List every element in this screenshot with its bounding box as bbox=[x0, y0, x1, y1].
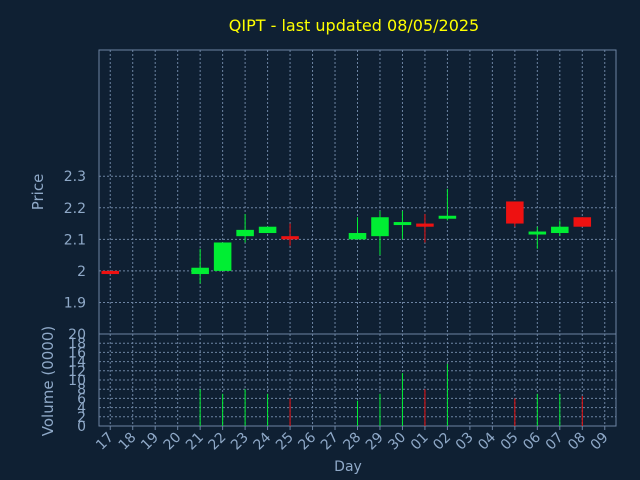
candle-body bbox=[551, 226, 569, 234]
volume-tick-label: 6 bbox=[77, 391, 86, 407]
volume-tick-label: 14 bbox=[68, 355, 86, 371]
volume-tick-label: 4 bbox=[77, 401, 86, 417]
x-tick-label: 20 bbox=[161, 430, 185, 454]
x-tick-label: 02 bbox=[430, 430, 454, 454]
x-tick-label: 26 bbox=[295, 429, 319, 453]
candle-body bbox=[573, 217, 592, 227]
x-tick-label: 22 bbox=[206, 430, 230, 454]
x-tick-label: 06 bbox=[520, 429, 544, 453]
candle-body bbox=[236, 229, 254, 237]
x-tick-label: 29 bbox=[363, 430, 387, 454]
x-tick-label: 04 bbox=[475, 429, 499, 453]
candle-body bbox=[213, 242, 232, 271]
x-tick-label: 07 bbox=[543, 430, 567, 454]
volume-tick-label: 8 bbox=[77, 382, 86, 398]
x-tick-label: 25 bbox=[273, 430, 297, 454]
price-tick-label: 2.1 bbox=[64, 232, 86, 248]
x-tick-label: 19 bbox=[138, 430, 162, 454]
candle-body bbox=[191, 267, 209, 275]
price-axis-label: Price bbox=[29, 174, 47, 211]
x-tick-label: 09 bbox=[588, 430, 612, 454]
x-tick-label: 18 bbox=[116, 430, 140, 454]
x-tick-label: 30 bbox=[385, 430, 409, 454]
x-tick-label: 17 bbox=[93, 430, 117, 454]
candle-body bbox=[371, 217, 389, 237]
x-tick-label: 03 bbox=[453, 430, 477, 454]
candle-body bbox=[101, 270, 120, 275]
x-tick-label: 28 bbox=[340, 430, 364, 454]
volume-axis-label: Volume (0000) bbox=[39, 326, 57, 436]
candle-body bbox=[393, 222, 412, 226]
candle-body bbox=[416, 223, 434, 227]
candle-body bbox=[348, 233, 367, 240]
volume-tick-label: 18 bbox=[68, 336, 86, 352]
x-tick-label: 21 bbox=[183, 430, 207, 454]
candle-body bbox=[281, 236, 299, 240]
candle-body bbox=[438, 215, 457, 219]
price-tick-label: 2.2 bbox=[64, 201, 86, 217]
x-tick-label: 05 bbox=[498, 430, 522, 454]
volume-tick-label: 10 bbox=[68, 373, 86, 389]
volume-tick-label: 16 bbox=[68, 345, 86, 361]
candle-body bbox=[528, 231, 547, 235]
candle-body bbox=[506, 201, 524, 224]
chart-title: QIPT - last updated 08/05/2025 bbox=[229, 16, 479, 35]
x-tick-label: 24 bbox=[250, 429, 274, 453]
x-tick-label: 23 bbox=[228, 430, 252, 454]
x-tick-label: 27 bbox=[318, 430, 342, 454]
x-axis-label: Day bbox=[334, 459, 362, 475]
candle-body bbox=[258, 226, 277, 234]
volume-tick-label: 20 bbox=[68, 327, 86, 343]
x-tick-label: 08 bbox=[565, 430, 589, 454]
volume-tick-label: 2 bbox=[77, 410, 86, 426]
volume-tick-label: 12 bbox=[68, 364, 86, 380]
price-tick-label: 1.9 bbox=[64, 295, 86, 311]
x-tick-label: 01 bbox=[408, 430, 432, 454]
price-tick-label: 2.3 bbox=[64, 169, 86, 185]
volume-tick-label: 0 bbox=[77, 419, 86, 435]
price-tick-label: 2 bbox=[77, 264, 86, 280]
